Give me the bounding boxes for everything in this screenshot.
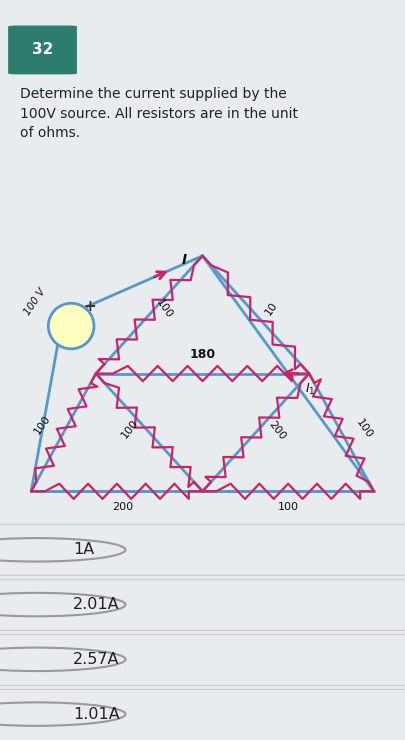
Text: 100: 100 (354, 417, 374, 440)
Text: $I_1$: $I_1$ (305, 382, 316, 397)
Text: 100: 100 (154, 297, 175, 320)
Text: 100 V: 100 V (22, 286, 48, 317)
Text: 2.57A: 2.57A (73, 652, 119, 667)
Text: 100: 100 (278, 502, 298, 512)
Text: Determine the current supplied by the
100V source. All resistors are in the unit: Determine the current supplied by the 10… (20, 87, 298, 140)
FancyBboxPatch shape (8, 26, 77, 74)
Text: 1A: 1A (73, 542, 94, 557)
Text: 2.01A: 2.01A (73, 597, 119, 612)
Text: 1.01A: 1.01A (73, 707, 119, 722)
Text: 10: 10 (263, 300, 279, 317)
Text: 180: 180 (190, 349, 215, 361)
Text: 100: 100 (32, 414, 53, 437)
Text: 200: 200 (112, 502, 133, 512)
Text: +: + (84, 299, 96, 314)
Text: 100: 100 (120, 417, 141, 440)
Text: 200: 200 (266, 419, 287, 442)
Text: 32: 32 (32, 42, 53, 58)
Circle shape (48, 303, 94, 349)
Text: I: I (182, 253, 187, 267)
